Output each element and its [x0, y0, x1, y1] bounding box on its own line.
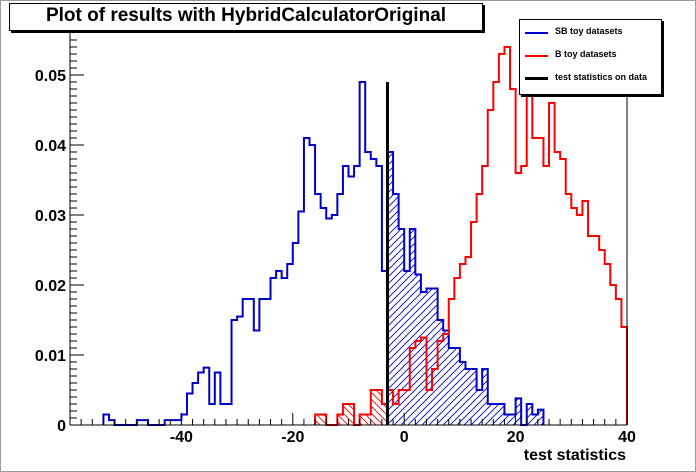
- legend-label-b: B toy datasets: [555, 49, 617, 59]
- hatch-bin-0-68: [448, 348, 455, 425]
- hatch-bin-0-65: [432, 288, 438, 425]
- y-tick-label-0: 0: [57, 418, 66, 435]
- hatch-bin-0-60: [404, 271, 410, 425]
- y-tick-label-4: 0.04: [35, 138, 66, 155]
- hatch-bin-1-45: [320, 414, 327, 425]
- chart-title: Plot of results with HybridCalculatorOri…: [45, 5, 447, 26]
- x-axis-label: test statistics: [523, 447, 626, 464]
- hatch-bin-1-55: [376, 390, 382, 425]
- y-tick-label-3: 0.03: [35, 208, 66, 225]
- hatch-bin-0-61: [409, 229, 416, 425]
- hatch-bin-0-59: [398, 229, 405, 425]
- y-tick-label-5: 0.05: [35, 68, 66, 85]
- hatch-bin-0-72: [471, 369, 477, 425]
- hatch-bin-1-49: [342, 404, 349, 425]
- hatch-bin-0-83: [532, 414, 538, 425]
- hatch-bin-0-76: [493, 404, 499, 425]
- hatch-bin-0-66: [437, 320, 444, 425]
- hatch-bin-1-54: [370, 390, 377, 425]
- hatch-bin-0-57: [387, 152, 394, 425]
- hatch-bin-1-44: [315, 414, 321, 425]
- series-outline-0: [102, 81, 545, 426]
- y-tick-label-2: 0.02: [35, 278, 66, 295]
- legend-swatch-data: [525, 77, 548, 80]
- legend-entry-data: test statistics on data: [520, 70, 661, 88]
- hatch-bin-0-75: [487, 404, 494, 425]
- x-tick-label-3: 20: [507, 429, 525, 446]
- y-tick-label-1: 0.01: [35, 348, 66, 365]
- hatch-bin-0-77: [498, 404, 505, 425]
- legend: SB toy datasets B toy datasets test stat…: [519, 19, 662, 95]
- hatch-bin-1-56: [381, 404, 388, 425]
- hatch-bin-0-79: [510, 414, 516, 425]
- x-tick-label-4: 40: [618, 429, 636, 446]
- hatch-bin-0-67: [443, 330, 449, 425]
- hatch-bin-0-82: [526, 404, 533, 425]
- legend-swatch-b: [525, 55, 548, 57]
- hatch-bin-0-64: [426, 288, 433, 425]
- hatch-bin-0-63: [420, 292, 427, 425]
- hatch-bin-1-50: [348, 404, 355, 425]
- hatch-bin-0-74: [482, 369, 488, 425]
- x-tick-label-1: -20: [281, 429, 304, 446]
- hatch-bin-1-53: [365, 414, 371, 425]
- legend-swatch-sb: [525, 32, 548, 34]
- hatch-bin-0-73: [476, 390, 483, 425]
- hatch-bin-0-58: [393, 194, 399, 425]
- hatch-bin-0-71: [465, 369, 472, 425]
- hatch-bin-1-48: [337, 414, 343, 425]
- hatch-bin-1-52: [359, 414, 366, 425]
- legend-entry-b: B toy datasets: [520, 47, 661, 65]
- x-tick-label-0: -40: [170, 429, 193, 446]
- hatch-bin-0-78: [504, 414, 511, 425]
- series-outline-1: [314, 46, 628, 426]
- hatch-bin-0-62: [415, 274, 421, 425]
- chart-title-box: Plot of results with HybridCalculatorOri…: [9, 3, 483, 31]
- hatch-bin-0-84: [537, 409, 544, 425]
- hatch-bin-0-69: [454, 348, 460, 425]
- legend-entry-sb: SB toy datasets: [520, 24, 661, 42]
- hatch-bin-0-80: [515, 398, 522, 425]
- legend-label-sb: SB toy datasets: [555, 26, 623, 36]
- axes: -40 -20 0 20 40 0 0.01 0.02 0.03 0.04 0.05: [35, 33, 636, 446]
- legend-label-data: test statistics on data: [555, 72, 648, 82]
- x-tick-label-2: 0: [400, 429, 409, 446]
- histogram-layer: [102, 46, 628, 426]
- hatch-bin-0-70: [459, 362, 466, 425]
